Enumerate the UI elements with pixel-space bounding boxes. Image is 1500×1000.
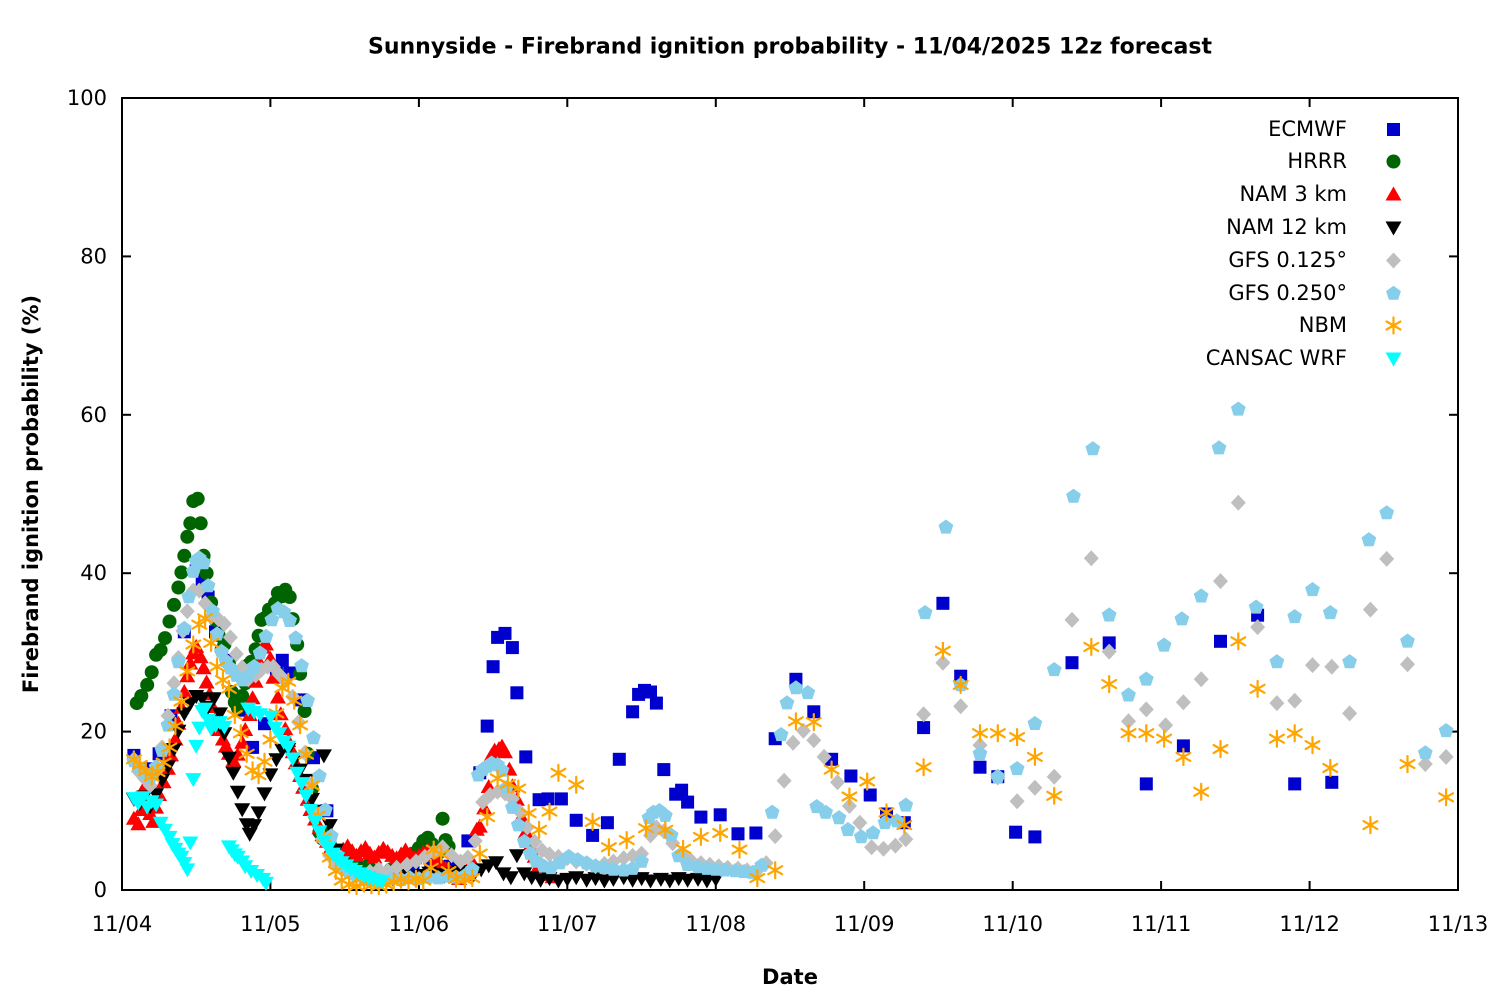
- filled-circle-legend-marker-icon: [1386, 154, 1401, 169]
- triangle-down-legend-marker-icon: [1385, 221, 1402, 236]
- chart-title: Sunnyside - Firebrand ignition probabili…: [368, 34, 1212, 60]
- legend-label: NAM 12 km: [1226, 214, 1347, 239]
- x-tick-label: 11/07: [537, 912, 598, 936]
- legend-label: CANSAC WRF: [1205, 346, 1347, 371]
- series-gfs-0-250-: [126, 401, 1454, 887]
- series-cansac-wrf: [125, 702, 390, 891]
- legend-item-nbm: NBM: [0, 309, 1500, 342]
- y-tick-label: 100: [67, 86, 107, 110]
- legend-label: GFS 0.125°: [1228, 247, 1347, 272]
- x-tick-label: 11/08: [686, 912, 747, 936]
- asterisk-legend-marker-icon: [1385, 316, 1402, 335]
- diamond-legend-marker-icon: [1386, 252, 1401, 269]
- legend-label: NBM: [1298, 313, 1347, 338]
- legend-item-cansac-wrf: CANSAC WRF: [0, 342, 1500, 375]
- legend-item-hrrr: HRRR: [0, 145, 1500, 178]
- filled-square-legend-marker-icon: [1387, 122, 1400, 136]
- x-tick-label: 11/13: [1428, 912, 1489, 936]
- x-tick-label: 11/10: [982, 912, 1043, 936]
- y-tick-label: 40: [80, 561, 107, 585]
- pentagon-legend-marker-icon: [1386, 285, 1401, 300]
- y-tick-label: 0: [94, 878, 107, 902]
- legend-item-gfs-0-125-: GFS 0.125°: [0, 244, 1500, 277]
- x-tick-label: 11/09: [834, 912, 895, 936]
- triangle-up-legend-marker-icon: [1385, 186, 1402, 201]
- legend-label: GFS 0.250°: [1228, 280, 1347, 305]
- legend-item-gfs-0-250-: GFS 0.250°: [0, 277, 1500, 310]
- legend-label: ECMWF: [1268, 116, 1347, 141]
- x-tick-label: 11/11: [1131, 912, 1192, 936]
- legend-item-nam-3-km: NAM 3 km: [0, 178, 1500, 211]
- triangle-down-legend-marker-icon: [1385, 352, 1402, 367]
- series-hrrr: [129, 491, 456, 882]
- y-tick-label: 60: [80, 403, 107, 427]
- plot-border: [121, 97, 1459, 891]
- x-tick-label: 11/05: [240, 912, 301, 936]
- legend-item-ecmwf: ECMWF: [0, 113, 1500, 146]
- x-tick-label: 11/04: [92, 912, 153, 936]
- y-tick-label: 80: [80, 244, 107, 268]
- x-tick-label: 11/12: [1279, 912, 1340, 936]
- x-axis-title: Date: [762, 965, 818, 989]
- legend-label: HRRR: [1287, 149, 1347, 174]
- legend-item-nam-12-km: NAM 12 km: [0, 211, 1500, 244]
- legend-label: NAM 3 km: [1239, 182, 1347, 207]
- series-ecmwf: [127, 564, 1339, 880]
- y-tick-label: 20: [80, 720, 107, 744]
- x-tick-label: 11/06: [389, 912, 450, 936]
- series-nbm: [125, 609, 1455, 896]
